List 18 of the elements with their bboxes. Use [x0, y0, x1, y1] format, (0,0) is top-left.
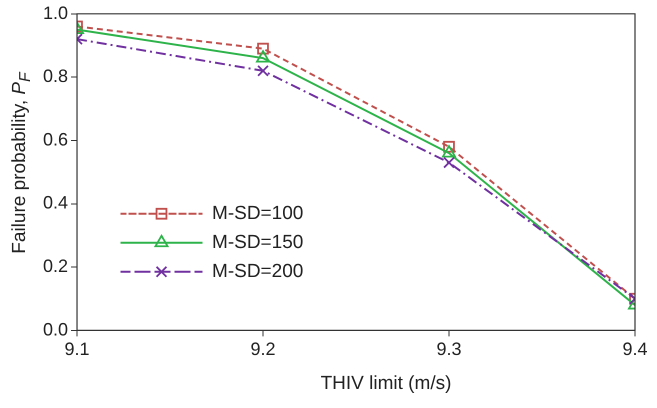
x-axis-title: THIV limit (m/s): [320, 373, 452, 395]
y-tick-label: 0.0: [42, 319, 68, 340]
y-tick-label: 1.0: [42, 2, 68, 23]
legend-label: M-SD=100: [212, 202, 304, 224]
point: [256, 50, 270, 63]
point: [442, 145, 456, 158]
point: [257, 64, 269, 77]
point: [443, 156, 455, 168]
legend-label: M-SD=200: [212, 260, 304, 282]
x-tick-label: 9.3: [436, 339, 462, 360]
y-tick-label: 0.6: [42, 129, 68, 150]
legend-label: M-SD=150: [212, 232, 304, 253]
y-tick-label: 0.8: [42, 66, 68, 86]
x-tick-label: 9.1: [64, 339, 90, 360]
y-tick-label: 0.4: [42, 192, 68, 213]
x-tick-label: 9.4: [622, 339, 648, 360]
x-tick-label: 9.2: [250, 339, 276, 360]
y-tick-label: 0.2: [42, 256, 68, 276]
